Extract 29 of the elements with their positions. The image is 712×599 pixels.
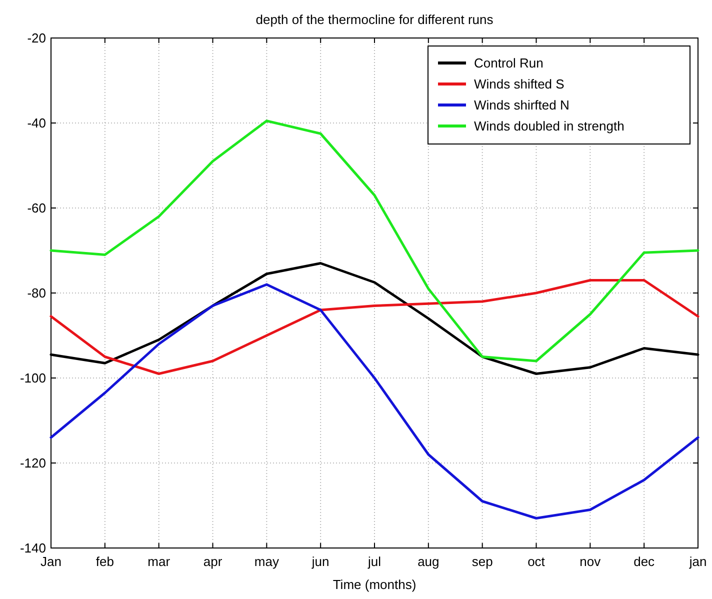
x-tick-label: nov: [580, 554, 602, 569]
x-axis-title: Time (months): [332, 577, 416, 592]
y-tick-label: -80: [27, 286, 46, 301]
x-tick-label: Jan: [40, 554, 62, 569]
x-tick-label: jan: [688, 554, 707, 569]
line-series: [50, 283, 700, 520]
y-tick-label: -120: [20, 456, 46, 471]
line-series: [50, 279, 700, 375]
legend-label: Winds doubled in strength: [474, 118, 624, 134]
y-tick-label: -140: [20, 540, 46, 556]
x-tick-label: oct: [528, 554, 546, 569]
x-tick-label: may: [254, 554, 280, 569]
legend-label: Winds shifted S: [474, 76, 565, 92]
legend-label: Control Run: [474, 56, 544, 71]
legend-label: Winds shirfted N: [474, 98, 570, 113]
x-tick-label: jul: [366, 554, 382, 569]
x-tick-label: aug: [418, 554, 440, 569]
y-tick-label: -100: [20, 370, 46, 386]
x-tick-label: dec: [634, 554, 656, 569]
x-tick-label: jun: [310, 554, 330, 569]
x-tick-label: apr: [203, 554, 223, 569]
x-tick-label: feb: [96, 554, 114, 569]
line-series: [50, 120, 700, 362]
y-tick-label: -40: [27, 116, 46, 131]
y-tick-label: -60: [27, 200, 46, 216]
x-tick-label: mar: [148, 554, 171, 569]
x-tick-label: sep: [472, 554, 493, 569]
chart-title: depth of the thermocline for different runs: [256, 12, 494, 27]
y-tick-label: -20: [27, 30, 46, 46]
